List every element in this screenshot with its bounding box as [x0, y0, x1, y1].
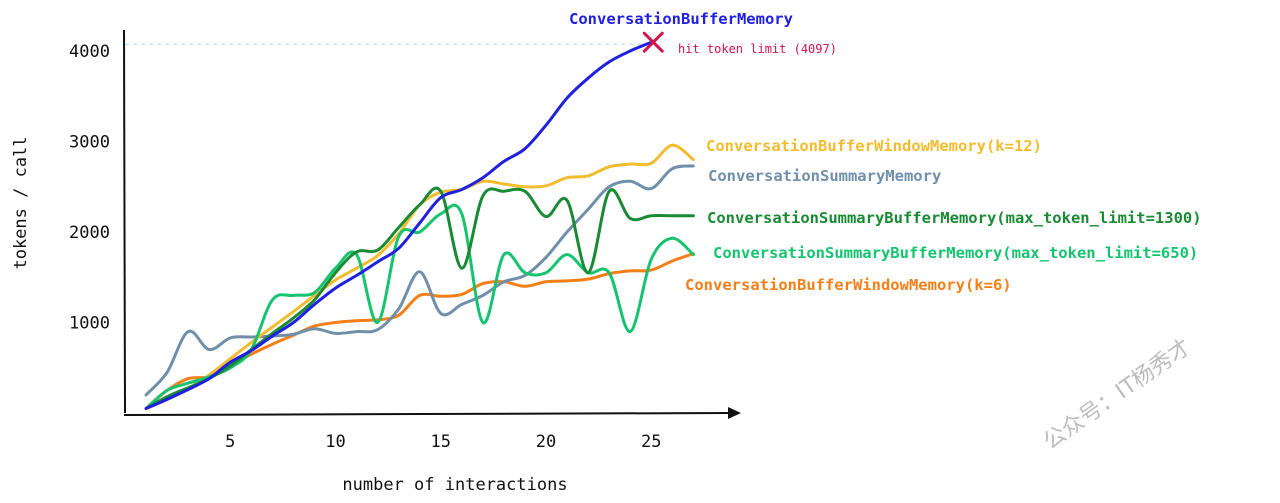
x-axis-arrow: [728, 407, 741, 419]
x-tick-label: 10: [325, 432, 345, 452]
token-limit-marker: [642, 31, 664, 53]
series-label-3: ConversationSummaryBufferMemory(max_toke…: [707, 209, 1202, 227]
series-label-2: ConversationSummaryMemory: [708, 167, 941, 185]
y-tick-label: 1000: [69, 314, 110, 334]
series-labels: ConversationBufferMemory ConversationBuff…: [569, 10, 1202, 294]
series-line-4: [144, 203, 695, 410]
series-label-0: ConversationBufferMemory: [569, 10, 793, 28]
y-tick-label: 3000: [69, 133, 110, 153]
y-axis-title: tokens / call: [11, 136, 31, 269]
y-axis-line: [123, 29, 126, 414]
series-label-1: ConversationBufferWindowMemory(k=12): [706, 137, 1042, 155]
x-tick-label: 15: [431, 432, 451, 452]
series-line-0: [144, 40, 653, 410]
series-lines: [144, 31, 695, 410]
series-line-2: [144, 164, 695, 397]
series-label-4: ConversationSummaryBufferMemory(max_toke…: [713, 244, 1198, 262]
x-tick-label: 20: [536, 432, 556, 452]
token-limit-label: hit token limit (4097): [678, 42, 837, 56]
x-tick-label: 25: [641, 432, 661, 452]
x-tick-label: 5: [225, 432, 235, 452]
y-tick-label: 2000: [69, 223, 110, 243]
series-line-3: [144, 186, 695, 410]
x-axis-title: number of interactions: [342, 475, 567, 495]
y-tick-label: 4000: [69, 42, 110, 62]
watermark: 公众号：IT杨秀才: [1039, 335, 1196, 455]
x-axis-line: [123, 412, 731, 416]
series-label-5: ConversationBufferWindowMemory(k=6): [685, 276, 1012, 294]
axes: 1000 2000 3000 4000 5 10 15 20 25: [69, 29, 741, 452]
